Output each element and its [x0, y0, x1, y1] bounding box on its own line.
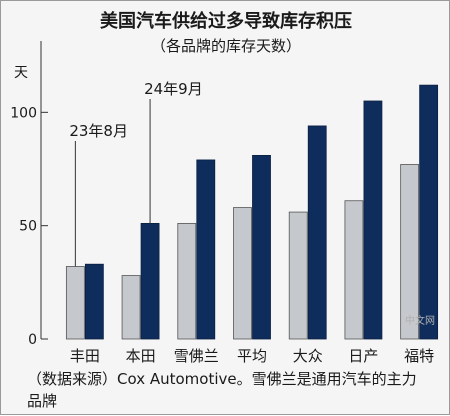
- bar-s1-5: [344, 200, 364, 340]
- bar-s2-0: [84, 263, 104, 340]
- bar-s2-5: [363, 100, 383, 340]
- bar-s2-1: [140, 222, 160, 340]
- category-label-5: 日产: [348, 347, 378, 365]
- chart-subtitle: （各品牌的库存天数）: [150, 37, 301, 55]
- category-label-1: 本田: [126, 347, 156, 365]
- bar-s1-1: [121, 275, 141, 340]
- annotation-label-1: 24年9月: [144, 80, 203, 98]
- annotation-label-0: 23年8月: [69, 122, 128, 140]
- y-tick-label-50: 50: [19, 219, 37, 235]
- category-label-3: 平均: [237, 347, 267, 365]
- bar-s1-0: [65, 266, 85, 340]
- category-label-6: 福特: [404, 347, 434, 365]
- category-label-0: 丰田: [70, 347, 100, 365]
- bar-s1-2: [177, 222, 197, 340]
- category-label-4: 大众: [293, 347, 323, 365]
- bar-s2-6: [419, 84, 439, 340]
- bar-s2-2: [196, 159, 216, 340]
- watermark-text: 中文网: [405, 314, 435, 327]
- bar-s1-4: [288, 211, 308, 340]
- source-note: （数据来源）Cox Automotive。雪佛兰是通用汽车的主力品牌: [27, 370, 417, 410]
- bar-s1-6: [400, 164, 420, 340]
- bar-s1-3: [233, 207, 252, 340]
- y-tick-label-100: 100: [10, 105, 37, 121]
- category-label-2: 雪佛兰: [174, 347, 219, 365]
- y-tick-label-0: 0: [28, 332, 37, 348]
- bar-s2-4: [307, 125, 327, 340]
- y-axis-label: 天: [14, 65, 28, 81]
- chart-title: 美国汽车供给过多导致库存积压: [100, 11, 352, 32]
- bar-s2-3: [252, 154, 271, 340]
